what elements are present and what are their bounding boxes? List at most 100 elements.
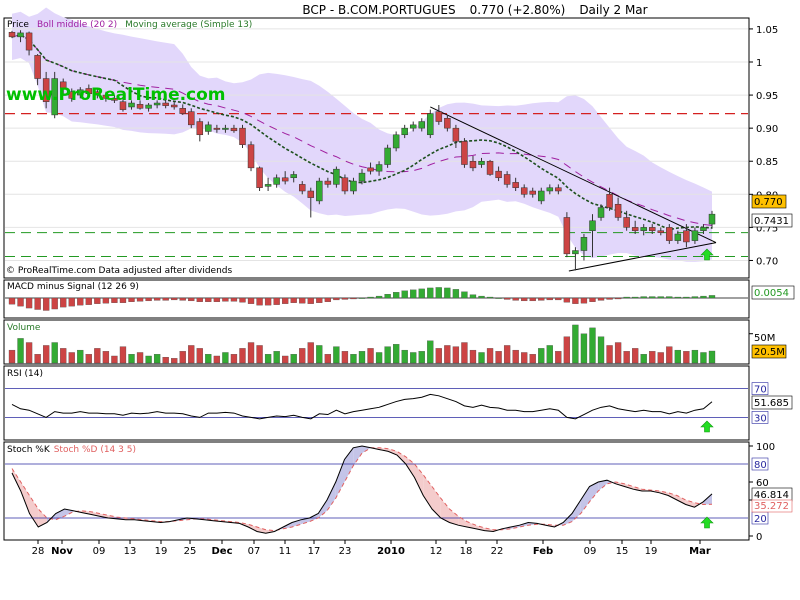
macd-bar [674,296,682,299]
candle [623,217,630,228]
candle [401,127,408,136]
volume-bar [102,351,110,364]
candle [316,180,323,202]
stoch-fill [90,511,100,517]
x-tick-label: 09 [93,546,106,557]
stoch-fill [589,482,599,502]
candle [128,102,135,108]
stoch-fill [475,525,485,531]
volume-bar [572,324,579,364]
stoch-fill [668,492,677,500]
x-tick-label: 2010 [377,546,405,557]
macd-bar [401,290,408,299]
macd-bar [68,297,75,307]
volume-bar [614,342,622,364]
candle [324,180,332,185]
x-tick-label: 09 [584,546,597,557]
volume-bar [478,352,485,364]
volume-bar [60,348,67,364]
macd-bar [427,287,434,299]
macd-bar [572,297,579,304]
macd-bar [512,297,519,301]
volume-bar [299,348,306,364]
stoch-fill [405,456,415,478]
candle [119,101,127,110]
x-tick-label: Nov [51,546,73,557]
macd-bar [691,296,699,299]
rsi-series [5,388,748,433]
candle [674,233,682,241]
bollinger-band [12,7,712,262]
volume-bar [384,346,391,364]
stoch-fill [624,483,634,490]
macd-bar [486,296,494,299]
rsi-last-box [751,395,793,410]
macd-bar [375,295,383,299]
rsi-level-box [751,382,769,395]
macd-bar [580,297,588,304]
candle [614,203,622,218]
volume-bar [435,348,442,364]
candle [179,108,186,114]
legend-price: Price [7,20,29,30]
volume-bar [324,354,332,364]
macd-bar [239,297,246,303]
candle [708,213,716,225]
price-legend: Price Boll middle (20 2) Moving average (S… [7,20,252,30]
macd-title: MACD minus Signal (12 26 9) [7,282,139,292]
stoch-fill [458,516,467,527]
header-last: 0.770 (+2.80%) [470,3,566,17]
x-tick-label: 11 [279,546,292,557]
macd-bar [495,297,502,299]
axes: 1.0510.950.900.850.800.750.7070308020100… [32,25,779,557]
volume-bar [418,351,425,364]
volume-bar [230,354,238,364]
candle [34,55,41,79]
macd-bar [410,289,417,299]
stoch-series [5,445,748,534]
volume-bar [77,349,84,364]
stoch-fill [677,495,686,505]
rsi-title: RSI (14) [7,369,43,379]
stoch-d-label: 35.272 [754,501,789,512]
candle [256,167,263,188]
x-tick-label: Mar [689,546,711,557]
rsi-level-label: 30 [754,413,767,424]
rsi-panel [3,365,750,441]
volume-bar [486,348,494,364]
volume-bar [51,342,58,364]
candle [59,81,67,89]
macd-bar [614,297,622,300]
volume-bar [273,351,280,364]
macd-bar [555,297,562,301]
candle [239,127,246,145]
candle [538,190,545,202]
volume-title: Volume [7,323,41,333]
macd-bar [94,297,101,304]
candle [631,227,639,231]
stoch-fill [29,495,39,527]
volume-series [8,324,753,364]
macd-bar [316,297,323,303]
macd-bar [42,297,50,311]
candle [341,177,349,192]
volume-bar [461,342,468,364]
stoch-fill [580,486,590,514]
candle [503,174,511,185]
macd-bar [273,297,280,305]
volume-bar [512,349,519,364]
volume-last-box [751,344,787,359]
x-tick-label: 22 [491,546,504,557]
volume-bar [529,354,536,364]
macd-bar [632,296,639,299]
volume-bar [495,351,502,364]
volume-bar [521,352,528,364]
price-series [5,7,748,272]
candle [85,88,93,95]
macd-bar [102,297,110,304]
stoch-fill [20,482,30,514]
candle [205,124,212,132]
candle [546,187,554,192]
rsi-line [11,393,713,420]
volume-bar [316,345,323,364]
